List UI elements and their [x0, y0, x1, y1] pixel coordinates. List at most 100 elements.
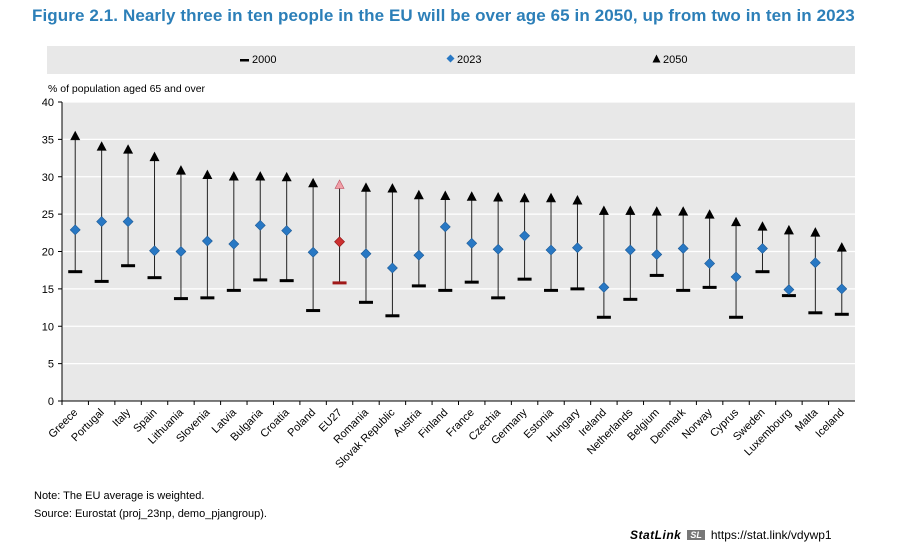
- marker-2000: [596, 315, 611, 319]
- x-tick-label: Italy: [110, 406, 133, 429]
- marker-2023: [624, 244, 636, 256]
- statlink[interactable]: StatLink SL https://stat.link/vdywp1: [630, 528, 832, 542]
- marker-2000: [808, 311, 823, 315]
- marker-2050: [651, 206, 662, 216]
- marker-2000: [464, 280, 479, 284]
- x-tick-label: Poland: [286, 407, 319, 440]
- chart-source: Source: Eurostat (proj_23np, demo_pjangr…: [34, 508, 267, 520]
- marker-2000: [253, 278, 268, 282]
- y-tick-label: 20: [42, 247, 54, 259]
- marker-2000: [226, 288, 241, 292]
- marker-2050: [757, 221, 768, 231]
- y-tick-label: 35: [42, 134, 54, 146]
- marker-2000: [676, 288, 691, 292]
- marker-2023: [809, 257, 821, 269]
- marker-2000: [68, 270, 83, 274]
- marker-2050: [308, 177, 319, 188]
- marker-2050: [810, 227, 821, 237]
- marker-2050: [175, 165, 186, 175]
- marker-2000: [517, 277, 532, 281]
- y-tick-label: 30: [42, 172, 54, 184]
- legend-item-2050: 2050: [652, 54, 687, 66]
- diamond-marker-icon: [446, 54, 455, 66]
- marker-2050: [783, 224, 794, 235]
- marker-2000: [358, 300, 373, 304]
- chart: 0 5 10 15 20 25 30 35 40 % of population aged 65 …: [42, 83, 855, 471]
- marker-2050: [281, 171, 292, 182]
- marker-2023: [96, 216, 108, 228]
- y-tick-label: 25: [42, 209, 54, 221]
- marker-2050: [704, 209, 715, 219]
- statlink-logo-icon: SL: [687, 530, 705, 540]
- x-tick-label: Finland: [416, 407, 450, 441]
- marker-2050: [466, 191, 477, 201]
- marker-2000: [649, 273, 664, 277]
- marker-2000: [491, 296, 506, 300]
- marker-2000: [729, 315, 744, 319]
- marker-2000: [570, 287, 585, 291]
- y-tick-label: 40: [42, 97, 54, 109]
- marker-2000: [834, 312, 849, 316]
- marker-2050: [228, 171, 239, 181]
- marker-2023: [572, 242, 583, 254]
- marker-2050: [149, 151, 160, 162]
- marker-2023: [439, 221, 451, 233]
- marker-2050: [413, 189, 424, 200]
- legend-label-2000: 2000: [252, 54, 277, 66]
- triangle-marker-icon: [652, 54, 661, 66]
- marker-2023: [730, 271, 742, 283]
- statlink-url[interactable]: https://stat.link/vdywp1: [710, 528, 832, 542]
- y-tick-label: 0: [48, 396, 54, 408]
- marker-2023: [519, 230, 531, 242]
- marker-2050: [360, 182, 371, 192]
- marker-2023: [149, 245, 160, 257]
- marker-2000: [544, 288, 559, 292]
- marker-2050: [546, 192, 557, 203]
- legend-label-2050: 2050: [663, 54, 688, 66]
- marker-2023: [466, 237, 478, 249]
- marker-2023: [677, 243, 689, 254]
- marker-2000: [781, 294, 796, 298]
- marker-2050: [572, 195, 583, 205]
- marker-2023: [545, 244, 557, 256]
- marker-2000: [623, 297, 638, 301]
- marker-2050: [625, 205, 636, 215]
- y-tick-label: 15: [42, 284, 54, 296]
- marker-2050: [440, 190, 451, 200]
- legend-item-2000: 2000: [240, 54, 276, 66]
- legend-item-2023: 2023: [446, 54, 481, 66]
- marker-2050: [678, 206, 689, 216]
- marker-2000: [411, 284, 426, 288]
- marker-2050: [836, 242, 847, 252]
- marker-2023: [386, 262, 398, 274]
- marker-2023: [122, 216, 134, 228]
- marker-2023: [254, 219, 266, 231]
- marker-2000: [385, 314, 400, 318]
- marker-2050: [255, 171, 266, 181]
- marker-2023: [598, 281, 610, 293]
- y-tick-label: 5: [48, 359, 54, 371]
- marker-2023: [69, 224, 81, 236]
- marker-2000: [279, 279, 294, 283]
- marker-2023: [413, 249, 425, 261]
- marker-2023: [836, 283, 848, 295]
- statlink-brand: StatLink: [630, 528, 682, 542]
- marker-2050: [70, 130, 81, 141]
- x-tick-label: Iceland: [813, 407, 847, 441]
- marker-2000: [332, 281, 347, 285]
- marker-2000: [121, 264, 136, 268]
- marker-2023: [492, 243, 504, 255]
- marker-2023: [307, 246, 319, 258]
- marker-2050: [387, 183, 398, 193]
- y-axis-label: % of population aged 65 and over: [48, 83, 206, 95]
- marker-2000: [147, 276, 162, 280]
- marker-2000: [94, 279, 109, 283]
- marker-2000: [306, 309, 321, 313]
- marker-2023: [704, 258, 716, 269]
- marker-2050: [123, 144, 134, 154]
- marker-2023: [651, 249, 663, 260]
- marker-2050: [334, 179, 345, 189]
- marker-2023: [360, 248, 372, 260]
- marker-2023: [334, 236, 345, 248]
- marker-2023: [228, 238, 240, 250]
